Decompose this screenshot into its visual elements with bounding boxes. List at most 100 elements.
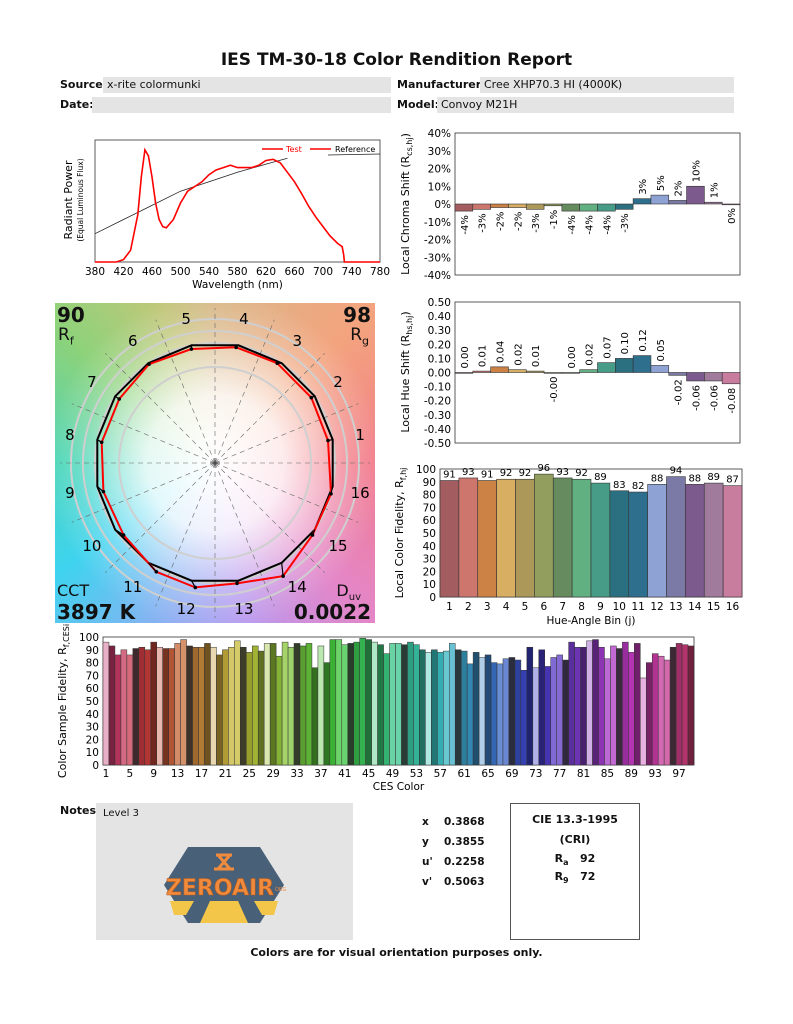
chroma-bar xyxy=(454,203,474,212)
bin-label: 12 xyxy=(177,600,196,618)
duv-label: Duv xyxy=(336,581,361,603)
ces-bar xyxy=(216,654,223,766)
ces-bar xyxy=(526,646,534,766)
ces-bar xyxy=(604,658,611,766)
ces-x-tick: 13 xyxy=(171,768,184,780)
footer-note: Colors are for visual orientation purpos… xyxy=(250,946,543,959)
hue-bar xyxy=(543,372,563,374)
rg-label: Rg xyxy=(350,325,369,347)
ces-y-tick: 70 xyxy=(86,670,99,682)
arrow-head xyxy=(147,362,151,367)
ces-bar xyxy=(138,646,146,766)
bin-label: 7 xyxy=(87,373,97,391)
v-prime-value: 0.5063 xyxy=(444,876,485,888)
fidelity-bar xyxy=(722,485,743,598)
fidelity-x-tick: 7 xyxy=(559,601,566,613)
y-label: y xyxy=(422,836,429,848)
report-title: IES TM-30-18 Color Rendition Report xyxy=(220,50,573,70)
ces-bar xyxy=(246,652,253,766)
hue-bar xyxy=(597,362,616,373)
bin-divider xyxy=(71,462,216,523)
hue-y-tick: -0.10 xyxy=(424,382,451,394)
ces-bar xyxy=(580,646,587,766)
chroma-bar xyxy=(561,203,580,212)
cri-subtitle: (CRI) xyxy=(559,833,591,846)
bin-label: 10 xyxy=(82,537,101,555)
rg-letter: R xyxy=(350,325,363,345)
ces-bar xyxy=(263,643,271,766)
ces-x-tick: 61 xyxy=(457,768,470,780)
ces-bar xyxy=(156,646,163,766)
rf-subscript: f xyxy=(69,334,74,348)
ces-bar xyxy=(448,643,456,766)
bin-label: 11 xyxy=(123,578,142,596)
ces-bar xyxy=(586,640,593,766)
hue-bar xyxy=(561,372,580,374)
fidelity-x-tick: 12 xyxy=(650,601,663,613)
ces-bar xyxy=(144,649,152,766)
spectrum-x-tick: 460 xyxy=(142,266,162,278)
model-label: Model: xyxy=(397,98,440,111)
ces-bar xyxy=(431,649,438,766)
ces-bar xyxy=(347,643,354,766)
fidelity-value-label: 92 xyxy=(519,468,532,479)
duv-value: 0.0022 xyxy=(293,600,371,623)
chroma-value-label: -4% xyxy=(602,215,613,234)
ces-bar xyxy=(466,663,474,766)
hue-bar xyxy=(704,372,723,382)
arrow-head xyxy=(309,395,314,400)
x-value: 0.3868 xyxy=(444,816,485,828)
hue-value-label: 0.02 xyxy=(513,343,524,365)
ces-bar xyxy=(293,643,301,766)
chroma-value-label: 3% xyxy=(638,179,649,195)
bin-label: 8 xyxy=(65,426,75,444)
ces-bar xyxy=(251,645,259,766)
ces-y-tick: 50 xyxy=(86,696,99,708)
ces-x-tick: 29 xyxy=(266,768,279,780)
ces-bar xyxy=(645,662,653,766)
fidelity-value-label: 92 xyxy=(575,468,588,479)
ces-y-tick: 10 xyxy=(86,747,99,759)
bin-divider xyxy=(214,462,359,523)
hue-bar xyxy=(490,366,509,373)
rf-value: 90 xyxy=(57,303,85,327)
ra-letter: R xyxy=(554,852,564,865)
ces-bar xyxy=(281,641,289,766)
fidelity-y-tick: 50 xyxy=(423,528,436,540)
spectrum-y-label: Radiant Power xyxy=(62,160,75,239)
ces-bar xyxy=(329,639,337,766)
ces-x-tick: 49 xyxy=(386,768,399,780)
ces-x-tick: 73 xyxy=(529,768,542,780)
ces-bar xyxy=(299,645,307,766)
fidelity-bar xyxy=(439,480,460,598)
bin-divider xyxy=(214,319,275,464)
ces-bar xyxy=(634,643,641,766)
fidelity-value-label: 89 xyxy=(594,472,607,483)
ces-bar xyxy=(365,639,372,766)
fidelity-x-tick: 9 xyxy=(597,601,604,613)
ces-bar xyxy=(323,662,331,766)
chroma-bar xyxy=(721,203,741,206)
arrow-head xyxy=(275,361,280,366)
bin-divider xyxy=(214,353,325,464)
fidelity-y-tick: 60 xyxy=(423,515,436,527)
chroma-y-tick: -10% xyxy=(424,217,451,229)
fidelity-y-label: Local Color Fidelity, Rf,hj xyxy=(393,468,408,599)
ces-x-label: CES Color xyxy=(373,781,425,793)
chroma-y-tick: 20% xyxy=(428,164,451,176)
bin-divider xyxy=(155,462,216,607)
date-field xyxy=(92,97,391,113)
ces-bar xyxy=(174,643,181,766)
fidelity-value-label: 96 xyxy=(537,463,550,474)
ces-bar xyxy=(132,648,140,766)
hue-y-tick: 0.00 xyxy=(428,368,451,380)
chroma-value-label: -3% xyxy=(478,213,489,232)
fidelity-x-tick: 10 xyxy=(613,601,626,613)
ces-x-tick: 53 xyxy=(410,768,423,780)
spectrum-x-tick: 740 xyxy=(341,266,361,278)
chroma-bar xyxy=(615,203,634,210)
hue-value-label: 0.01 xyxy=(478,345,489,367)
bin-label: 14 xyxy=(288,578,307,596)
ces-bar xyxy=(598,646,605,766)
ces-bar xyxy=(401,644,408,766)
